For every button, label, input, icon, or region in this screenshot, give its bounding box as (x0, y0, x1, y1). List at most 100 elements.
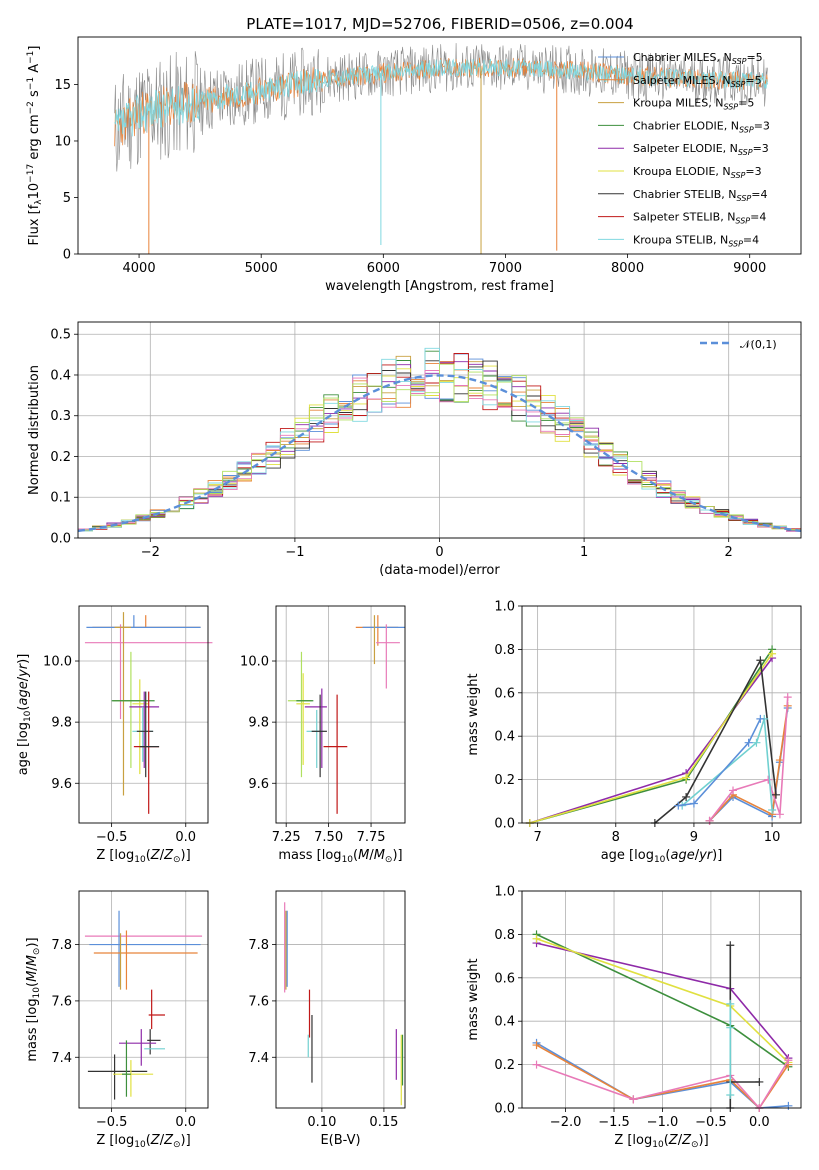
residuals-ytick-label: 0.0 (50, 532, 71, 547)
spectrum-xtick-label: 4000 (123, 261, 156, 276)
weight_vs_Z-marker (629, 1095, 638, 1104)
mass_vs_ebv-ytick-label: 7.8 (248, 938, 269, 953)
weight_vs_age-marker (768, 649, 777, 658)
weight_vs_Z-marker (532, 1060, 541, 1069)
spectrum-legend-label: Kroupa ELODIE, NSSP=3 (633, 165, 762, 180)
mass_vs_Z-ylabel: mass [log10(M/M⊙)] (25, 937, 42, 1061)
age_vs_mass-xtick-label: 7.25 (272, 830, 301, 845)
weight_vs_Z-ytick-label: 0.0 (494, 1102, 515, 1117)
residual-hist-series (78, 363, 801, 531)
weight_vs_Z-ytick-label: 0.6 (494, 971, 515, 986)
mass_vs_Z-xlabel: Z [log10(Z/Z⊙)] (96, 1133, 190, 1150)
weight_vs_age-ytick-label: 1.0 (494, 600, 515, 615)
mass_vs_ebv-xlabel: E(B-V) (320, 1133, 360, 1148)
weight_vs_Z-xtick-label: 0.0 (749, 1115, 770, 1130)
spectrum-xlabel: wavelength [Angstrom, rest frame] (325, 279, 554, 294)
mass_vs_ebv-ytick-label: 7.4 (248, 1051, 269, 1066)
weight_vs_Z-marker (532, 934, 541, 943)
age_vs_Z-ytick-label: 9.6 (51, 777, 72, 792)
weight_vs_Z-ytick-label: 0.8 (494, 928, 515, 943)
weight_vs_Z-marker (755, 1077, 764, 1086)
weight_vs_age-marker (756, 656, 765, 665)
weight_vs_Z-marker (726, 999, 735, 1008)
weight_vs_Z-marker (726, 1090, 735, 1099)
weight_vs_age-frame (521, 605, 802, 824)
weight_vs_Z-xtick-label: −1.0 (647, 1115, 679, 1130)
age_vs_Z-ytick-label: 10.0 (43, 655, 72, 670)
residuals-xtick-label: 1 (580, 545, 588, 560)
weight_vs_Z-marker (532, 1041, 541, 1050)
spectrum-legend-label: Salpeter STELIB, NSSP=4 (633, 211, 766, 226)
spectrum-legend-label: Chabrier ELODIE, NSSP=3 (633, 119, 770, 134)
spectrum-legend-label: Kroupa STELIB, NSSP=4 (633, 233, 759, 248)
spectrum-title: PLATE=1017, MJD=52706, FIBERID=0506, z=0… (246, 15, 633, 33)
weight_vs_age-marker (775, 810, 784, 819)
weight_vs_age-series-line (654, 657, 777, 824)
weight_vs_age-xtick-label: 7 (533, 830, 541, 845)
weight_vs_age-marker (744, 738, 753, 747)
spectrum-xtick-label: 8000 (611, 261, 644, 276)
spectrum-ytick-label: 5 (63, 191, 71, 206)
residuals-xtick-label: −2 (141, 545, 160, 560)
residual-hist-series (78, 347, 801, 532)
weight_vs_Z-xtick-label: −1.5 (598, 1115, 630, 1130)
weight_vs_age-ytick-label: 0.6 (494, 686, 515, 701)
spectrum-legend-label: Chabrier STELIB, NSSP=4 (633, 188, 767, 203)
residuals-ytick-label: 0.4 (50, 368, 71, 383)
weight_vs_age-ytick-label: 0.2 (494, 773, 515, 788)
weight_vs_Z-xlabel: Z [log10(Z/Z⊙)] (614, 1133, 708, 1150)
mass_vs_Z-ytick-label: 7.8 (51, 938, 72, 953)
mass_vs_Z-ytick-label: 7.6 (51, 994, 72, 1009)
residuals-xtick-label: −1 (285, 545, 304, 560)
residuals-xlabel: (data-model)/error (379, 563, 500, 578)
residuals-xtick-label: 0 (435, 545, 443, 560)
weight_vs_age-xtick-label: 10 (764, 830, 781, 845)
weight_vs_age-marker (764, 775, 773, 784)
weight_vs_age-ylabel: mass weight (466, 673, 481, 755)
age_vs_Z-xlabel: Z [log10(Z/Z⊙)] (96, 848, 190, 865)
weight_vs_Z-marker (784, 1101, 793, 1110)
age_vs_mass-ytick-label: 10.0 (240, 655, 269, 670)
age_vs_Z-ylabel: age [log10(age/yr)] (16, 654, 33, 776)
residuals-ytick-label: 0.2 (50, 450, 71, 465)
spectrum-ytick-label: 10 (54, 134, 71, 149)
age_vs_Z-ytick-label: 9.8 (51, 716, 72, 731)
spectrum-xtick-label: 7000 (489, 261, 522, 276)
age_vs_Z-frame (78, 605, 209, 824)
weight_vs_Z-marker (726, 941, 735, 950)
age_vs_Z-xtick-label: 0.0 (175, 830, 196, 845)
weight_vs_age-xlabel: age [log10(age/yr)] (601, 848, 723, 865)
weight_vs_age-marker (771, 790, 780, 799)
age_vs_mass-xtick-label: 7.50 (314, 830, 343, 845)
age_vs_mass-xtick-label: 7.75 (357, 830, 386, 845)
spectrum-xtick-label: 5000 (245, 261, 278, 276)
spectrum-ytick-label: 0 (63, 248, 71, 263)
gaussian-curve (77, 374, 802, 533)
age_vs_mass-xlabel: mass [log10(M/M⊙)] (278, 848, 402, 865)
residuals-ytick-label: 0.5 (50, 328, 71, 343)
mass_vs_ebv-xtick-label: 0.10 (307, 1115, 336, 1130)
residuals-ytick-label: 0.3 (50, 409, 71, 424)
weight_vs_Z-ylabel: mass weight (466, 958, 481, 1040)
spectrum-legend-label: Kroupa MILES, NSSP=5 (633, 97, 754, 112)
mass_vs_ebv-ytick-label: 7.6 (248, 994, 269, 1009)
weight_vs_Z-marker (726, 1023, 735, 1032)
weight_vs_age-marker (682, 773, 691, 782)
spectrum-frame (77, 36, 802, 255)
age_vs_Z-xtick-label: −0.5 (96, 830, 128, 845)
weight_vs_age-marker (752, 738, 761, 747)
mass_vs_Z-ytick-label: 7.4 (51, 1051, 72, 1066)
residuals-ylabel: Normed distribution (27, 365, 42, 495)
mass_vs_ebv-xtick-label: 0.15 (369, 1115, 398, 1130)
weight_vs_Z-ytick-label: 0.4 (494, 1015, 515, 1030)
weight_vs_Z-frame (521, 890, 802, 1109)
weight_vs_Z-xtick-label: −0.5 (695, 1115, 727, 1130)
mass_vs_ebv-frame (275, 890, 406, 1109)
weight_vs_age-marker (756, 714, 765, 723)
weight_vs_age-marker (682, 792, 691, 801)
age_vs_mass-frame (275, 605, 406, 824)
spectrum-xtick-label: 6000 (367, 261, 400, 276)
weight_vs_Z-ytick-label: 1.0 (494, 885, 515, 900)
weight_vs_age-ytick-label: 0.0 (494, 817, 515, 832)
